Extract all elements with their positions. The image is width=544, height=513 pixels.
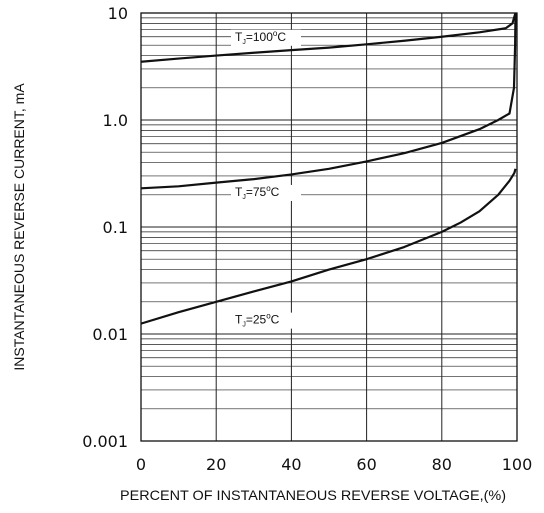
y-tick-label: 10 xyxy=(108,4,128,23)
curve-label-2: TJ=25oC xyxy=(235,312,280,329)
y-tick-labels: 0.001 0.01 0.1 1.0 10 xyxy=(82,4,128,451)
y-tick-label: 0.01 xyxy=(92,325,128,344)
curve-label-bg xyxy=(231,312,301,329)
curves xyxy=(140,12,517,325)
curve-series-0 xyxy=(140,12,517,63)
y-tick-label: 1.0 xyxy=(103,111,128,130)
curve-series-2 xyxy=(140,168,517,325)
curve-label-bg xyxy=(231,184,301,201)
grid xyxy=(141,13,517,441)
x-tick-label: 40 xyxy=(281,455,301,474)
curve-label-0: TJ=100oC xyxy=(235,29,286,46)
x-tick-label: 60 xyxy=(356,455,376,474)
y-tick-label: 0.1 xyxy=(103,218,128,237)
x-tick-label: 20 xyxy=(206,455,226,474)
curve-label-bg xyxy=(231,29,301,46)
x-tick-labels: 0 20 40 60 80 100 xyxy=(136,455,532,474)
curve-labels: TJ=100oC TJ=75oC TJ=25oC xyxy=(235,29,286,329)
y-tick-label: 0.001 xyxy=(82,432,128,451)
x-axis-label: PERCENT OF INSTANTANEOUS REVERSE VOLTAGE… xyxy=(120,487,506,503)
plot-frame xyxy=(140,12,518,442)
curve-label-backgrounds xyxy=(231,29,301,329)
x-tick-label: 80 xyxy=(432,455,452,474)
x-tick-label: 100 xyxy=(502,455,533,474)
x-tick-label: 0 xyxy=(136,455,146,474)
curve-label-1: TJ=75oC xyxy=(235,184,280,201)
y-axis-label: INSTANTANEOUS REVERSE CURRENT, mA xyxy=(11,83,27,371)
curve-series-1 xyxy=(140,12,517,190)
